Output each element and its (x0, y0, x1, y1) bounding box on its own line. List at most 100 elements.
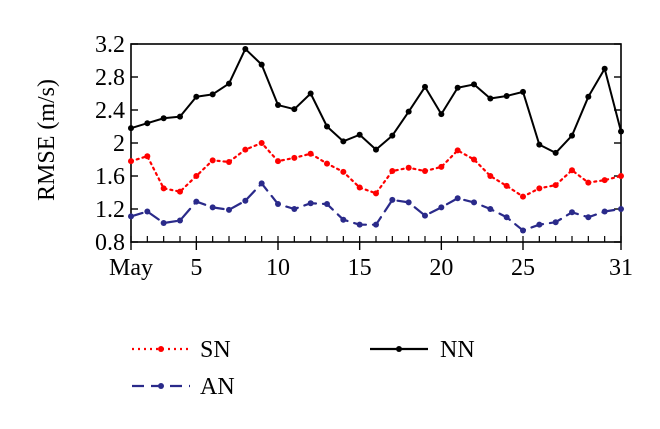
data-point-sn (471, 156, 477, 163)
data-point-nn (618, 128, 624, 135)
data-point-an (340, 216, 347, 223)
series-layer (128, 45, 624, 234)
legend-marker (158, 383, 164, 389)
legend-item-nn: NN (370, 337, 475, 363)
legend-marker (396, 346, 402, 352)
legend: SN AN NN (132, 337, 475, 400)
x-tick-label: May (109, 255, 153, 281)
data-point-nn (454, 84, 461, 91)
data-point-nn (307, 90, 314, 97)
data-point-an (356, 221, 363, 228)
data-point-sn (209, 157, 216, 164)
data-point-nn (536, 141, 543, 148)
data-point-an (422, 212, 428, 219)
data-point-sn (242, 146, 249, 153)
data-point-nn (226, 80, 232, 87)
data-point-an (242, 197, 249, 204)
data-point-sn (601, 177, 608, 184)
data-point-sn (307, 150, 314, 157)
y-tick-label: 3.2 (95, 32, 125, 58)
data-point-nn (275, 102, 281, 109)
y-tick-label: 2.4 (95, 98, 125, 124)
x-tick-label: 15 (348, 255, 372, 281)
data-point-nn (324, 123, 330, 130)
x-tick-label: 25 (511, 255, 535, 281)
data-point-nn (340, 138, 347, 145)
data-point-an (438, 204, 445, 211)
data-point-nn (487, 95, 494, 102)
data-point-sn (454, 147, 461, 154)
data-point-nn (601, 65, 608, 72)
series-an (128, 180, 624, 234)
data-point-sn (438, 163, 445, 170)
data-point-sn (487, 173, 494, 179)
data-point-nn (389, 132, 396, 139)
data-point-an (405, 199, 412, 206)
legend-marker (158, 346, 164, 352)
data-point-sn (340, 168, 347, 175)
data-point-nn (177, 113, 183, 120)
data-point-an (569, 209, 575, 216)
y-tick-label: 1.6 (95, 164, 125, 190)
series-line-nn (130, 47, 622, 154)
legend-item-an: AN (132, 374, 235, 400)
data-point-sn (618, 173, 624, 179)
y-axis-title: RMSE (m/s) (34, 79, 60, 201)
data-point-an (144, 208, 151, 215)
data-point-sn (552, 182, 559, 189)
data-point-an (373, 221, 379, 228)
data-point-nn (373, 146, 379, 153)
legend-label: AN (200, 374, 235, 400)
data-point-nn (503, 92, 510, 99)
data-point-sn (585, 179, 592, 186)
data-point-an (618, 206, 624, 212)
data-point-sn (291, 154, 298, 161)
legend-label: NN (440, 337, 475, 363)
data-point-nn (471, 81, 477, 88)
data-point-sn (405, 164, 412, 171)
data-point-nn (422, 83, 428, 90)
x-tick-label: 5 (190, 255, 202, 281)
data-point-nn (569, 132, 575, 139)
data-point-an (307, 200, 314, 207)
data-point-sn (160, 185, 167, 192)
data-point-an (128, 213, 134, 220)
plot-frame (130, 43, 622, 243)
data-point-nn (144, 120, 151, 127)
data-point-sn (193, 173, 200, 179)
data-point-nn (209, 91, 216, 98)
plot-axes (130, 43, 622, 243)
data-point-sn (536, 185, 543, 192)
data-point-nn (438, 111, 445, 118)
data-point-an (209, 204, 216, 211)
data-point-nn (160, 115, 167, 122)
data-point-nn (356, 131, 363, 138)
series-nn (128, 45, 624, 156)
data-point-an (258, 180, 265, 187)
data-point-nn (552, 149, 559, 156)
data-point-an (226, 206, 232, 213)
y-tick-label: 1.2 (95, 197, 125, 223)
data-point-an (389, 196, 396, 203)
data-point-nn (291, 106, 298, 113)
data-point-nn (520, 88, 526, 95)
data-point-an (552, 219, 559, 226)
data-point-sn (324, 160, 330, 167)
data-point-an (160, 220, 167, 227)
data-point-nn (405, 108, 412, 115)
data-point-sn (128, 158, 134, 165)
data-point-an (585, 214, 592, 221)
data-point-sn (275, 158, 281, 165)
x-tick-label: 31 (609, 255, 633, 281)
y-tick-label: 2.8 (95, 65, 125, 91)
data-point-nn (128, 125, 134, 132)
x-tick-label: 10 (266, 255, 290, 281)
legend-label: SN (200, 337, 231, 363)
data-point-an (291, 206, 298, 212)
data-point-nn (585, 93, 592, 100)
data-point-an (601, 208, 608, 215)
data-point-nn (193, 93, 200, 100)
data-point-nn (242, 45, 249, 52)
data-point-an (177, 217, 183, 224)
data-point-sn (569, 167, 575, 174)
